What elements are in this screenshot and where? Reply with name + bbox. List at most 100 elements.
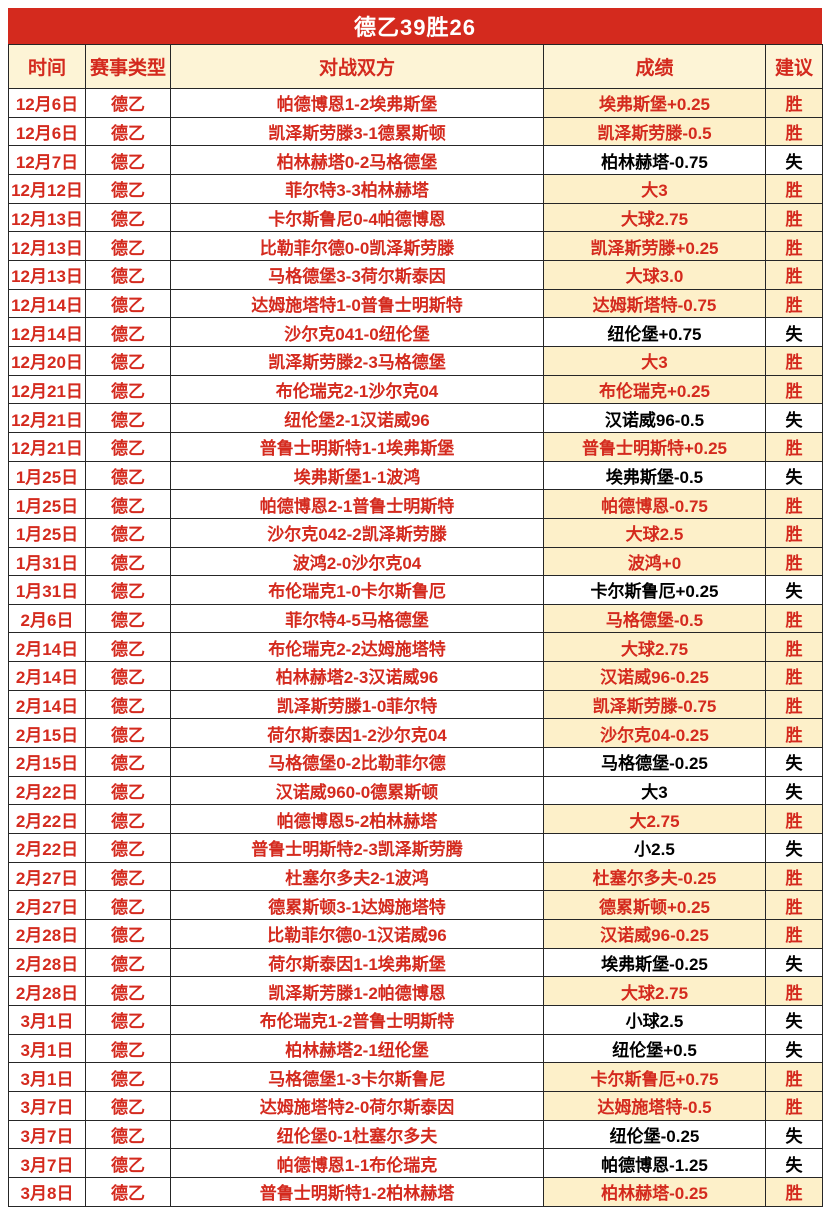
- match-cell: 埃弗斯堡1-1波鸿: [170, 460, 544, 491]
- date-cell: 3月1日: [8, 1062, 86, 1092]
- table-row: 2月6日 德乙 菲尔特4-5马格德堡 马格德堡-0.5 胜: [8, 603, 823, 634]
- league-cell: 德乙: [85, 460, 171, 491]
- verdict-cell: 失: [765, 145, 823, 175]
- table-row: 12月21日 德乙 布伦瑞克2-1沙尔克04 布伦瑞克+0.25 胜: [8, 374, 823, 405]
- league-cell: 德乙: [85, 374, 171, 405]
- verdict-cell: 失: [765, 775, 823, 806]
- verdict-cell: 失: [765, 833, 823, 863]
- match-cell: 柏林赫塔0-2马格德堡: [170, 145, 544, 175]
- league-cell: 德乙: [85, 1176, 171, 1207]
- verdict-cell: 胜: [765, 804, 823, 835]
- league-cell: 德乙: [85, 833, 171, 863]
- match-cell: 马格德堡1-3卡尔斯鲁尼: [170, 1062, 544, 1092]
- match-cell: 凯泽斯芳滕1-2帕德博恩: [170, 976, 544, 1006]
- league-cell: 德乙: [85, 288, 171, 319]
- league-cell: 德乙: [85, 1090, 171, 1121]
- match-cell: 帕德博恩1-2埃弗斯堡: [170, 88, 544, 118]
- result-cell: 埃弗斯堡+0.25: [543, 88, 766, 118]
- result-cell: 大3: [543, 345, 766, 376]
- date-cell: 1月25日: [8, 460, 86, 491]
- date-cell: 12月14日: [8, 288, 86, 319]
- result-cell: 凯泽斯劳滕-0.5: [543, 116, 766, 147]
- date-cell: 2月22日: [8, 804, 86, 835]
- results-table: 时间 赛事类型 对战双方 成绩 建议 12月6日 德乙 帕德博恩1-2埃弗斯堡 …: [8, 44, 823, 1207]
- date-cell: 3月7日: [8, 1090, 86, 1121]
- match-cell: 达姆施塔特2-0荷尔斯泰因: [170, 1090, 544, 1121]
- verdict-cell: 胜: [765, 431, 823, 462]
- date-cell: 12月21日: [8, 374, 86, 405]
- match-cell: 普鲁士明斯特1-1埃弗斯堡: [170, 431, 544, 462]
- date-cell: 3月7日: [8, 1148, 86, 1178]
- match-cell: 柏林赫塔2-3汉诺威96: [170, 661, 544, 691]
- result-cell: 大2.75: [543, 804, 766, 835]
- table-row: 3月8日 德乙 普鲁士明斯特1-2柏林赫塔 柏林赫塔-0.25 胜: [8, 1176, 823, 1207]
- result-cell: 大3: [543, 173, 766, 204]
- date-cell: 2月14日: [8, 661, 86, 691]
- match-cell: 凯泽斯劳滕2-3马格德堡: [170, 345, 544, 376]
- match-cell: 纽伦堡2-1汉诺威96: [170, 403, 544, 433]
- league-cell: 德乙: [85, 689, 171, 720]
- verdict-cell: 胜: [765, 231, 823, 261]
- date-cell: 2月22日: [8, 833, 86, 863]
- league-cell: 德乙: [85, 1033, 171, 1064]
- league-cell: 德乙: [85, 890, 171, 921]
- league-cell: 德乙: [85, 173, 171, 204]
- result-cell: 大球2.75: [543, 202, 766, 233]
- match-cell: 汉诺威960-0德累斯顿: [170, 775, 544, 806]
- match-cell: 凯泽斯劳滕1-0菲尔特: [170, 689, 544, 720]
- date-cell: 2月27日: [8, 890, 86, 921]
- result-cell: 卡尔斯鲁厄+0.75: [543, 1062, 766, 1092]
- date-cell: 1月31日: [8, 575, 86, 605]
- result-cell: 德累斯顿+0.25: [543, 890, 766, 921]
- page-title: 德乙39胜26: [354, 15, 476, 40]
- league-cell: 德乙: [85, 317, 171, 347]
- table-row: 2月14日 德乙 柏林赫塔2-3汉诺威96 汉诺威96-0.25 胜: [8, 661, 823, 691]
- match-cell: 布伦瑞克1-0卡尔斯鲁厄: [170, 575, 544, 605]
- match-cell: 比勒菲尔德0-1汉诺威96: [170, 919, 544, 949]
- table-row: 1月25日 德乙 埃弗斯堡1-1波鸿 埃弗斯堡-0.5 失: [8, 460, 823, 491]
- match-cell: 荷尔斯泰因1-1埃弗斯堡: [170, 947, 544, 978]
- column-header-date: 时间: [8, 44, 86, 89]
- match-cell: 布伦瑞克2-2达姆施塔特: [170, 632, 544, 663]
- column-header-verdict: 建议: [765, 44, 823, 89]
- result-cell: 大球2.75: [543, 976, 766, 1006]
- result-cell: 杜塞尔多夫-0.25: [543, 861, 766, 892]
- league-cell: 德乙: [85, 632, 171, 663]
- match-cell: 凯泽斯劳滕3-1德累斯顿: [170, 116, 544, 147]
- league-cell: 德乙: [85, 345, 171, 376]
- verdict-cell: 胜: [765, 546, 823, 577]
- date-cell: 2月28日: [8, 919, 86, 949]
- table-row: 3月1日 德乙 马格德堡1-3卡尔斯鲁尼 卡尔斯鲁厄+0.75 胜: [8, 1062, 823, 1092]
- result-cell: 大球2.5: [543, 517, 766, 548]
- league-cell: 德乙: [85, 747, 171, 777]
- verdict-cell: 胜: [765, 202, 823, 233]
- match-cell: 比勒菲尔德0-0凯泽斯劳滕: [170, 231, 544, 261]
- league-cell: 德乙: [85, 575, 171, 605]
- match-cell: 马格德堡3-3荷尔斯泰因: [170, 259, 544, 290]
- match-cell: 德累斯顿3-1达姆施塔特: [170, 890, 544, 921]
- match-cell: 沙尔克041-0纽伦堡: [170, 317, 544, 347]
- date-cell: 3月1日: [8, 1005, 86, 1035]
- date-cell: 12月7日: [8, 145, 86, 175]
- table-row: 12月20日 德乙 凯泽斯劳滕2-3马格德堡 大3 胜: [8, 345, 823, 376]
- result-cell: 纽伦堡-0.25: [543, 1119, 766, 1150]
- league-cell: 德乙: [85, 661, 171, 691]
- result-cell: 达姆斯塔特-0.75: [543, 288, 766, 319]
- result-cell: 普鲁士明斯特+0.25: [543, 431, 766, 462]
- results-table-body: 12月6日 德乙 帕德博恩1-2埃弗斯堡 埃弗斯堡+0.25 胜 12月6日 德…: [8, 88, 823, 1207]
- league-cell: 德乙: [85, 947, 171, 978]
- verdict-cell: 失: [765, 1119, 823, 1150]
- result-cell: 波鸿+0: [543, 546, 766, 577]
- result-cell: 凯泽斯劳滕+0.25: [543, 231, 766, 261]
- verdict-cell: 胜: [765, 689, 823, 720]
- result-cell: 柏林赫塔-0.25: [543, 1176, 766, 1207]
- league-cell: 德乙: [85, 861, 171, 892]
- verdict-cell: 失: [765, 403, 823, 433]
- table-row: 2月15日 德乙 荷尔斯泰因1-2沙尔克04 沙尔克04-0.25 胜: [8, 718, 823, 749]
- league-cell: 德乙: [85, 116, 171, 147]
- verdict-cell: 胜: [765, 661, 823, 691]
- match-cell: 达姆施塔特1-0普鲁士明斯特: [170, 288, 544, 319]
- result-cell: 马格德堡-0.25: [543, 747, 766, 777]
- league-cell: 德乙: [85, 145, 171, 175]
- league-cell: 德乙: [85, 1005, 171, 1035]
